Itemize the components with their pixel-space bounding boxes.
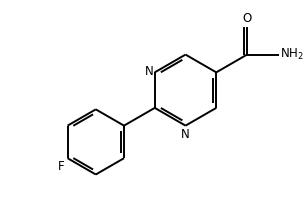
Text: NH$_2$: NH$_2$ xyxy=(280,47,303,62)
Text: O: O xyxy=(242,12,252,25)
Text: F: F xyxy=(58,160,65,173)
Text: N: N xyxy=(181,128,190,141)
Text: N: N xyxy=(145,65,154,78)
